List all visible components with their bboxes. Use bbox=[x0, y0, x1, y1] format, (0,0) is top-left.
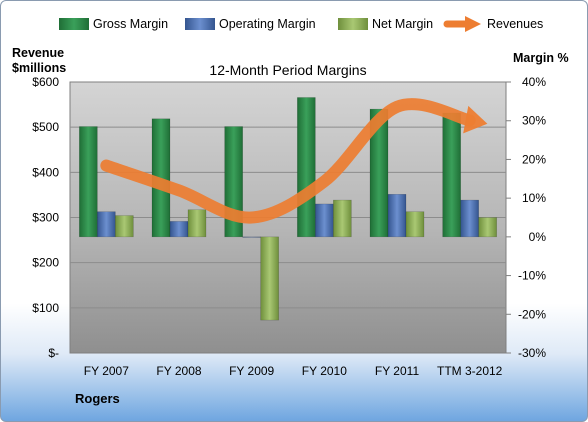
right-tick-label: -30% bbox=[518, 346, 546, 360]
legend-label-operating-margin: Operating Margin bbox=[219, 17, 316, 31]
category-labels: FY 2007 FY 2008 FY 2009 FY 2010 FY 2011 TTM 3… bbox=[84, 364, 503, 378]
legend-label-revenues: Revenues bbox=[487, 17, 543, 31]
category-label: FY 2008 bbox=[156, 364, 201, 378]
legend-swatch-revenues bbox=[443, 16, 481, 32]
gross-margin-bar bbox=[297, 97, 316, 238]
gross-margin-bar bbox=[79, 126, 98, 238]
right-tick-label: 40% bbox=[522, 75, 546, 89]
left-tick-label: $600 bbox=[32, 75, 59, 89]
net-margin-bar bbox=[405, 211, 425, 238]
operating-margin-bar bbox=[460, 199, 479, 238]
left-tick-label: $300 bbox=[32, 211, 59, 225]
revenue-line bbox=[100, 98, 488, 224]
net-margin-bar bbox=[187, 209, 207, 238]
right-tick-label: -20% bbox=[518, 307, 546, 321]
right-tick-label: 20% bbox=[522, 152, 546, 166]
operating-margin-bar bbox=[169, 221, 189, 238]
legend-swatch-net-margin bbox=[338, 18, 368, 30]
category-label: FY 2010 bbox=[302, 364, 347, 378]
category-label: FY 2009 bbox=[229, 364, 274, 378]
left-axis-title-line2: $millions bbox=[12, 61, 66, 75]
net-margin-bar bbox=[115, 215, 134, 238]
gross-margin-bar bbox=[442, 112, 461, 238]
left-tick-label: $200 bbox=[32, 256, 59, 270]
net-margin-bar bbox=[478, 217, 497, 238]
left-axis-title-line1: Revenue bbox=[12, 46, 64, 60]
category-label: FY 2007 bbox=[84, 364, 129, 378]
left-tick-label: $400 bbox=[32, 165, 59, 179]
company-label: Rogers bbox=[75, 391, 120, 406]
category-label: TTM 3-2012 bbox=[437, 364, 503, 378]
right-tick-label: 10% bbox=[522, 191, 546, 205]
net-margin-bar bbox=[260, 236, 279, 321]
left-tick-label: $100 bbox=[32, 301, 59, 315]
operating-margin-bar bbox=[387, 194, 407, 238]
left-tick-label: $- bbox=[48, 346, 59, 360]
chart-title: 12-Month Period Margins bbox=[209, 62, 366, 78]
right-tick-label: -10% bbox=[518, 269, 546, 283]
left-tick-label: $500 bbox=[32, 120, 59, 134]
operating-margin-bar bbox=[97, 211, 116, 238]
right-tick-label: 30% bbox=[522, 114, 546, 128]
category-label: FY 2011 bbox=[375, 364, 420, 378]
legend-label-gross-margin: Gross Margin bbox=[93, 17, 168, 31]
gross-margin-bar bbox=[369, 108, 389, 238]
left-axis-ticks: $600 $500 $400 $300 $200 $100 $- bbox=[32, 75, 59, 360]
legend-swatch-gross-margin bbox=[59, 18, 89, 30]
net-margin-bar bbox=[333, 199, 352, 238]
operating-margin-bar bbox=[242, 236, 261, 238]
revenues-line bbox=[100, 98, 476, 224]
right-axis-title: Margin % bbox=[513, 51, 569, 65]
legend-swatch-operating-margin bbox=[185, 18, 215, 30]
operating-margin-bar bbox=[315, 203, 334, 238]
revenues-arrowhead bbox=[463, 105, 488, 134]
right-tick-label: 0% bbox=[529, 230, 547, 244]
legend: Gross Margin Operating Margin Net Margin… bbox=[59, 16, 543, 32]
right-axis-ticks: 40% 30% 20% 10% 0% -10% -20% -30% bbox=[506, 75, 546, 360]
legend-label-net-margin: Net Margin bbox=[372, 17, 433, 31]
